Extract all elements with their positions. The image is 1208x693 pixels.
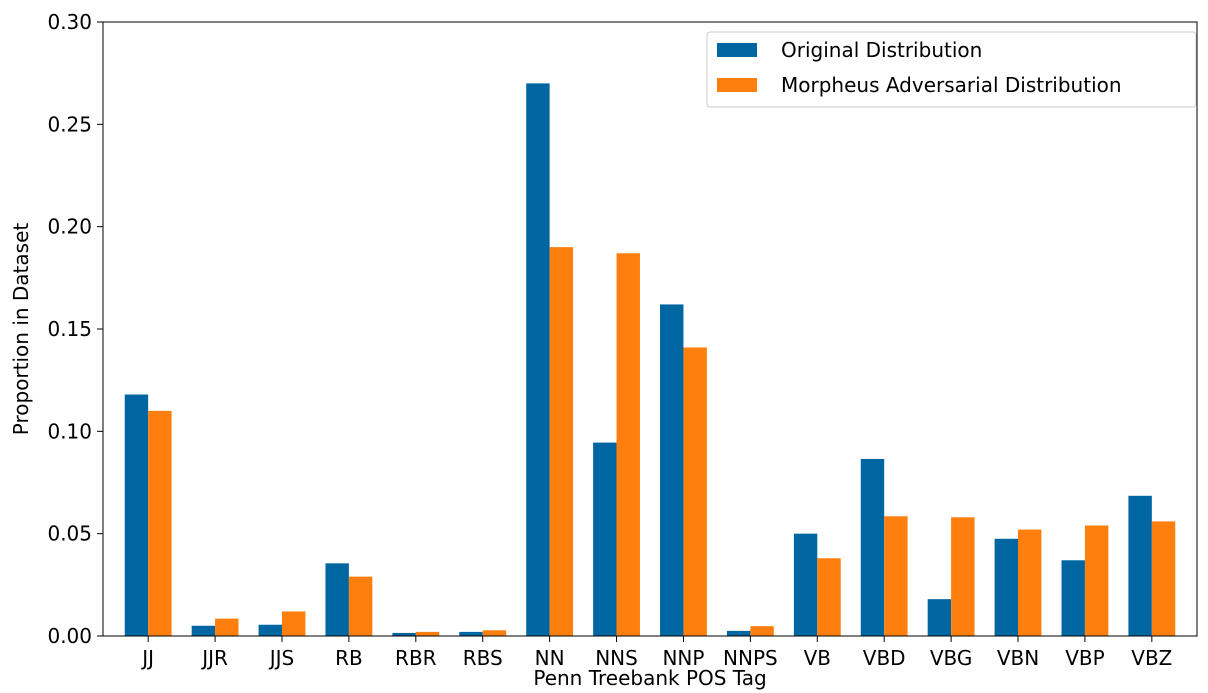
x-tick-label-rbs: RBS: [463, 646, 503, 670]
x-tick-label-rb: RB: [335, 646, 363, 670]
x-tick-label-nns: NNS: [595, 646, 638, 670]
bar-original-jjr: [191, 625, 216, 636]
bar-morpheus-vbg: [951, 517, 975, 636]
bar-morpheus-rb: [348, 576, 373, 636]
legend: Original Distribution Morpheus Adversari…: [706, 31, 1197, 108]
y-tick-label: 0.30: [47, 10, 92, 34]
y-tick-label: 0.00: [47, 624, 92, 648]
x-tick-label-vbz: VBZ: [1131, 646, 1172, 670]
bar-morpheus-vbn: [1018, 529, 1042, 636]
bar-morpheus-nnp: [683, 347, 707, 636]
legend-swatch-morpheus: [717, 78, 757, 92]
x-tick-label-vb: VB: [804, 646, 831, 670]
bars-layer: [124, 83, 1176, 637]
legend-label-original: Original Distribution: [781, 38, 982, 62]
bar-morpheus-nnps: [750, 626, 774, 636]
x-tick-label-nnp: NNP: [662, 646, 704, 670]
x-tick-label-vbp: VBP: [1065, 646, 1104, 670]
legend-box: [706, 31, 1197, 108]
y-tick-label: 0.15: [47, 317, 92, 341]
bar-original-rb: [325, 563, 349, 636]
bar-morpheus-jjr: [215, 618, 239, 636]
bar-original-vbn: [994, 538, 1019, 636]
bar-original-vbz: [1128, 495, 1152, 636]
y-axis-title: Proportion in Dataset: [9, 223, 33, 436]
legend-label-morpheus: Morpheus Adversarial Distribution: [781, 73, 1122, 97]
bar-morpheus-rbs: [482, 630, 507, 636]
bar-original-rbr: [392, 632, 416, 636]
x-tick-label-vbd: VBD: [863, 646, 906, 670]
bar-morpheus-vbz: [1151, 521, 1176, 636]
x-tick-label-jjr: JJR: [200, 646, 228, 670]
x-tick-label-jj: JJ: [140, 646, 154, 670]
bar-original-rbs: [459, 631, 483, 636]
bar-morpheus-nn: [549, 247, 574, 636]
bar-morpheus-jj: [148, 410, 172, 636]
bar-original-vbd: [860, 458, 885, 636]
bar-original-nn: [526, 83, 550, 636]
x-tick-label-jjs: JJS: [268, 646, 295, 670]
bar-morpheus-vbd: [884, 516, 908, 636]
x-tick-label-nnps: NNPS: [723, 646, 778, 670]
x-tick-label-vbn: VBN: [997, 646, 1039, 670]
y-tick-label: 0.25: [47, 112, 92, 136]
x-axis: JJ JJR JJS RB RBR RBS NN NNS NNP NNPS VB VBD VBG VBN V…: [140, 636, 1172, 670]
y-axis: 0.00 0.05 0.10 0.15 0.20 0.25 0.30: [47, 10, 103, 648]
bar-original-nnp: [660, 304, 684, 636]
x-tick-label-nn: NN: [535, 646, 565, 670]
y-tick-label: 0.20: [47, 215, 92, 239]
y-tick-label: 0.05: [47, 522, 92, 546]
bar-original-nnps: [726, 630, 751, 636]
legend-swatch-original: [717, 43, 757, 57]
bar-morpheus-vb: [817, 558, 841, 636]
bar-morpheus-rbr: [415, 631, 440, 636]
x-tick-label-rbr: RBR: [395, 646, 437, 670]
bar-original-jj: [124, 394, 149, 636]
bar-morpheus-nns: [616, 253, 640, 637]
x-axis-title: Penn Treebank POS Tag: [533, 666, 766, 690]
bar-morpheus-jjs: [281, 611, 306, 636]
x-tick-label-vbg: VBG: [930, 646, 973, 670]
bar-original-vbg: [927, 599, 952, 636]
bar-original-nns: [593, 442, 617, 636]
bar-morpheus-vbp: [1084, 525, 1109, 636]
bar-original-vbp: [1061, 560, 1085, 636]
y-tick-label: 0.10: [47, 419, 92, 443]
bar-original-jjs: [258, 624, 282, 636]
bar-original-vb: [793, 533, 818, 636]
